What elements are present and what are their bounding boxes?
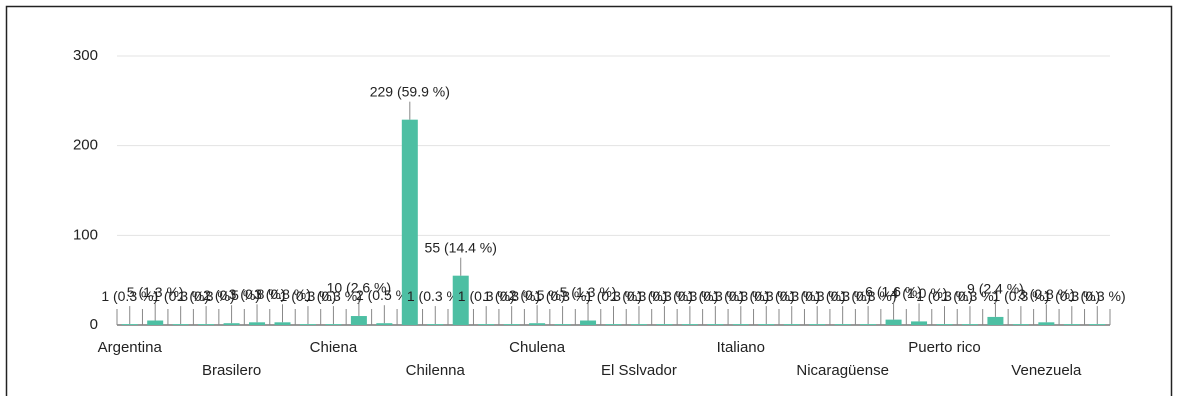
x-tick-label: Chulena (509, 339, 566, 356)
value-label: 4 (1.0 %) (891, 285, 948, 301)
value-label: 1 (0.3 %) (687, 288, 744, 304)
y-tick-label: 300 (73, 47, 98, 64)
value-label: 9 (2.4 %) (967, 281, 1024, 297)
value-label: 1 (0.3 %) (992, 288, 1049, 304)
value-label: 1 (0.3 %) (458, 288, 515, 304)
y-tick-label: 200 (73, 137, 98, 154)
value-label: 1 (0.3 %) (712, 288, 769, 304)
bar (580, 320, 597, 325)
bar (783, 324, 800, 325)
value-label: 3 (0.8 %) (1018, 286, 1075, 302)
x-tick-label: Chiena (310, 339, 358, 356)
bar (274, 322, 291, 325)
value-label: 2 (0.5 %) (203, 287, 260, 303)
bar (834, 324, 851, 325)
bar (936, 324, 953, 325)
bar (172, 324, 189, 325)
value-label: 1 (0.3 %) (840, 288, 897, 304)
value-label: 2 (0.5 %) (356, 287, 413, 303)
value-label: 1 (0.3 %) (1043, 288, 1100, 304)
bar (1038, 322, 1055, 325)
value-label: 6 (1.6 %) (865, 283, 922, 299)
bar (961, 324, 978, 325)
bar (885, 319, 902, 325)
value-label: 1 (0.3 %) (611, 288, 668, 304)
value-label: 1 (0.3 %) (814, 288, 871, 304)
bar (198, 324, 215, 325)
bar (860, 324, 877, 325)
value-label: 1 (0.3 %) (178, 288, 235, 304)
value-label: 1 (0.3 %) (585, 288, 642, 304)
bar (732, 324, 749, 325)
bar (452, 275, 469, 325)
value-label: 3 (0.8 %) (229, 286, 286, 302)
bar (758, 324, 775, 325)
bar (376, 323, 393, 325)
value-label: 1 (0.3 %) (152, 288, 209, 304)
x-tick-label: Brasilero (202, 362, 261, 379)
card-border (5, 5, 1173, 396)
bar (1012, 324, 1029, 325)
bar (809, 324, 826, 325)
bar (554, 324, 571, 325)
bar (299, 324, 316, 325)
bar (427, 324, 444, 325)
bar (707, 324, 724, 325)
x-tick-label: Venezuela (1011, 362, 1082, 379)
value-label: 1 (0.3 %) (738, 288, 795, 304)
value-label: 1 (0.3 %) (1069, 288, 1126, 304)
value-label: 1 (0.3 %) (101, 288, 158, 304)
value-label: 5 (1.3 %) (560, 284, 617, 300)
value-label: 1 (0.3 %) (483, 288, 540, 304)
x-tick-label: Chilenna (406, 362, 466, 379)
x-tick-label: Nicaragüense (796, 362, 889, 379)
bar (503, 324, 520, 325)
value-label: 2 (0.5 %) (509, 287, 566, 303)
value-label: 1 (0.3 %) (661, 288, 718, 304)
value-label: 10 (2.6 %) (327, 280, 392, 296)
value-label: 3 (0.8 %) (254, 286, 311, 302)
value-label: 1 (0.3 %) (305, 288, 362, 304)
bar (529, 323, 546, 325)
bar (147, 320, 164, 325)
bar (249, 322, 266, 325)
value-label: 229 (59.9 %) (370, 83, 450, 99)
value-label: 1 (0.3 %) (763, 288, 820, 304)
y-tick-label: 100 (73, 226, 98, 243)
bar (350, 316, 367, 325)
bar (630, 324, 647, 325)
bar (1063, 324, 1080, 325)
x-tick-label: Puerto rico (908, 339, 981, 356)
bar (681, 324, 698, 325)
value-label: 1 (0.3 %) (789, 288, 846, 304)
bar (987, 316, 1004, 325)
value-label: 1 (0.3 %) (534, 288, 591, 304)
value-label: 55 (14.4 %) (425, 239, 497, 255)
bar (121, 324, 138, 325)
value-label: 1 (0.3 %) (636, 288, 693, 304)
bar (325, 324, 342, 325)
bar (401, 119, 418, 325)
value-label: 5 (1.3 %) (127, 284, 184, 300)
bar (223, 323, 240, 325)
bar (656, 324, 673, 325)
bar (605, 324, 622, 325)
y-tick-label: 0 (90, 316, 98, 333)
x-tick-label: Argentina (98, 339, 163, 356)
bar (1089, 324, 1106, 325)
x-tick-label: Italiano (717, 339, 765, 356)
bar (911, 321, 928, 325)
value-label: 1 (0.3 %) (916, 288, 973, 304)
value-label: 1 (0.3 %) (280, 288, 337, 304)
value-label: 1 (0.3 %) (407, 288, 464, 304)
bar (478, 324, 495, 325)
x-tick-label: El Sslvador (601, 362, 677, 379)
value-label: 1 (0.3 %) (942, 288, 999, 304)
